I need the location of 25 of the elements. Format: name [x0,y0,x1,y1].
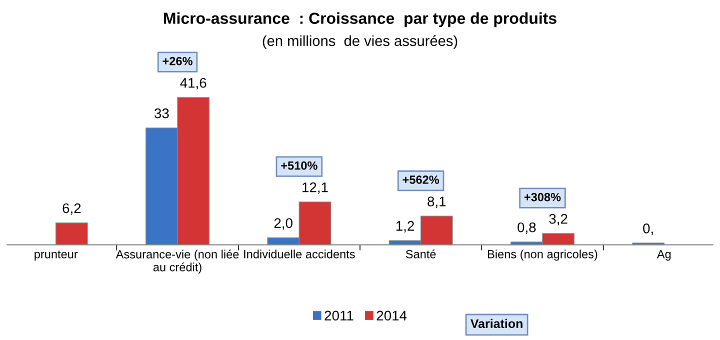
x-tick-label: prunteur [34,250,78,261]
chart-title: Micro-assurance : Croissance par type de produits [164,12,556,28]
annotation: +308% [524,192,561,202]
data-label: 8,1 [428,196,446,208]
data-label: 1,2 [396,221,414,232]
data-label: 2,0 [274,218,292,230]
data-label: 41,6 [180,78,206,90]
chart-subtitle: (en millions de vies assurées) [262,35,458,49]
annotation: +510% [281,161,318,170]
data-label: 33 [154,108,169,118]
x-tick-label: Assurance-vie (non liée au crédit) [116,250,239,274]
data-label: 12,1 [302,182,328,194]
x-tick-label: Biens (non agricoles) [488,250,598,261]
data-label: 6,2 [62,203,81,215]
legend-label: 2014 [376,310,407,321]
text: +26% [162,56,192,66]
text: Variation [470,318,522,328]
data-label: 0, [643,224,653,235]
legend-label: 2011 [324,310,354,321]
x-tick-label: Ag [656,250,671,261]
x-tick-label: Santé [406,250,436,258]
annotation: +562% [402,176,440,184]
data-label: 3,2 [549,214,568,226]
data-label: 0,8 [518,222,536,234]
x-tick-label: Individuelle accidents [244,250,355,258]
